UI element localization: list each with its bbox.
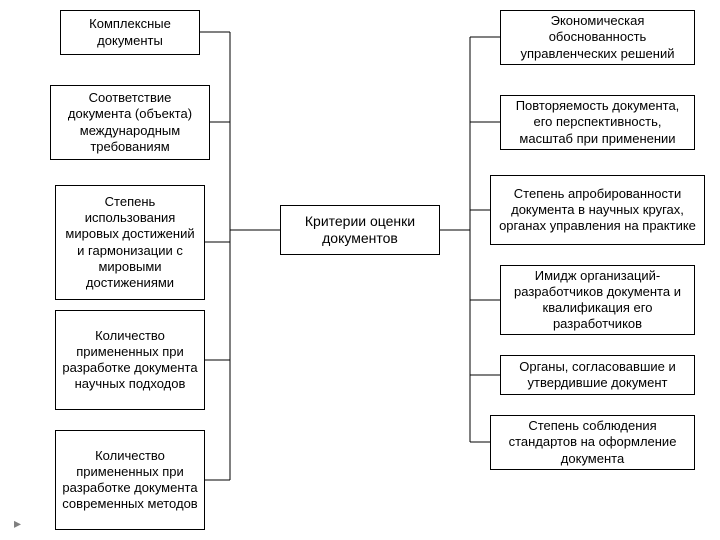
node-R1: Экономическая обоснованность управленчес… [500,10,695,65]
node-L4: Количество примененных при разработке до… [55,310,205,410]
node-R3: Степень апробированности документа в нау… [490,175,705,245]
node-center: Критерии оценки документов [280,205,440,255]
node-R5: Органы, согласовавшие и утвердившие доку… [500,355,695,395]
node-R2: Повторяемость документа, его перспективн… [500,95,695,150]
node-L2: Соответствие документа (объекта) междуна… [50,85,210,160]
node-R4: Имидж организаций-разработчиков документ… [500,265,695,335]
node-L5: Количество примененных при разработке до… [55,430,205,530]
corner-marker: ▸ [14,515,21,532]
node-L1: Комплексные документы [60,10,200,55]
node-L3: Степень использования мировых достижений… [55,185,205,300]
diagram-stage: ▸ Критерии оценки документов Комплексные … [0,0,720,540]
node-R6: Степень соблюдения стандартов на оформле… [490,415,695,470]
